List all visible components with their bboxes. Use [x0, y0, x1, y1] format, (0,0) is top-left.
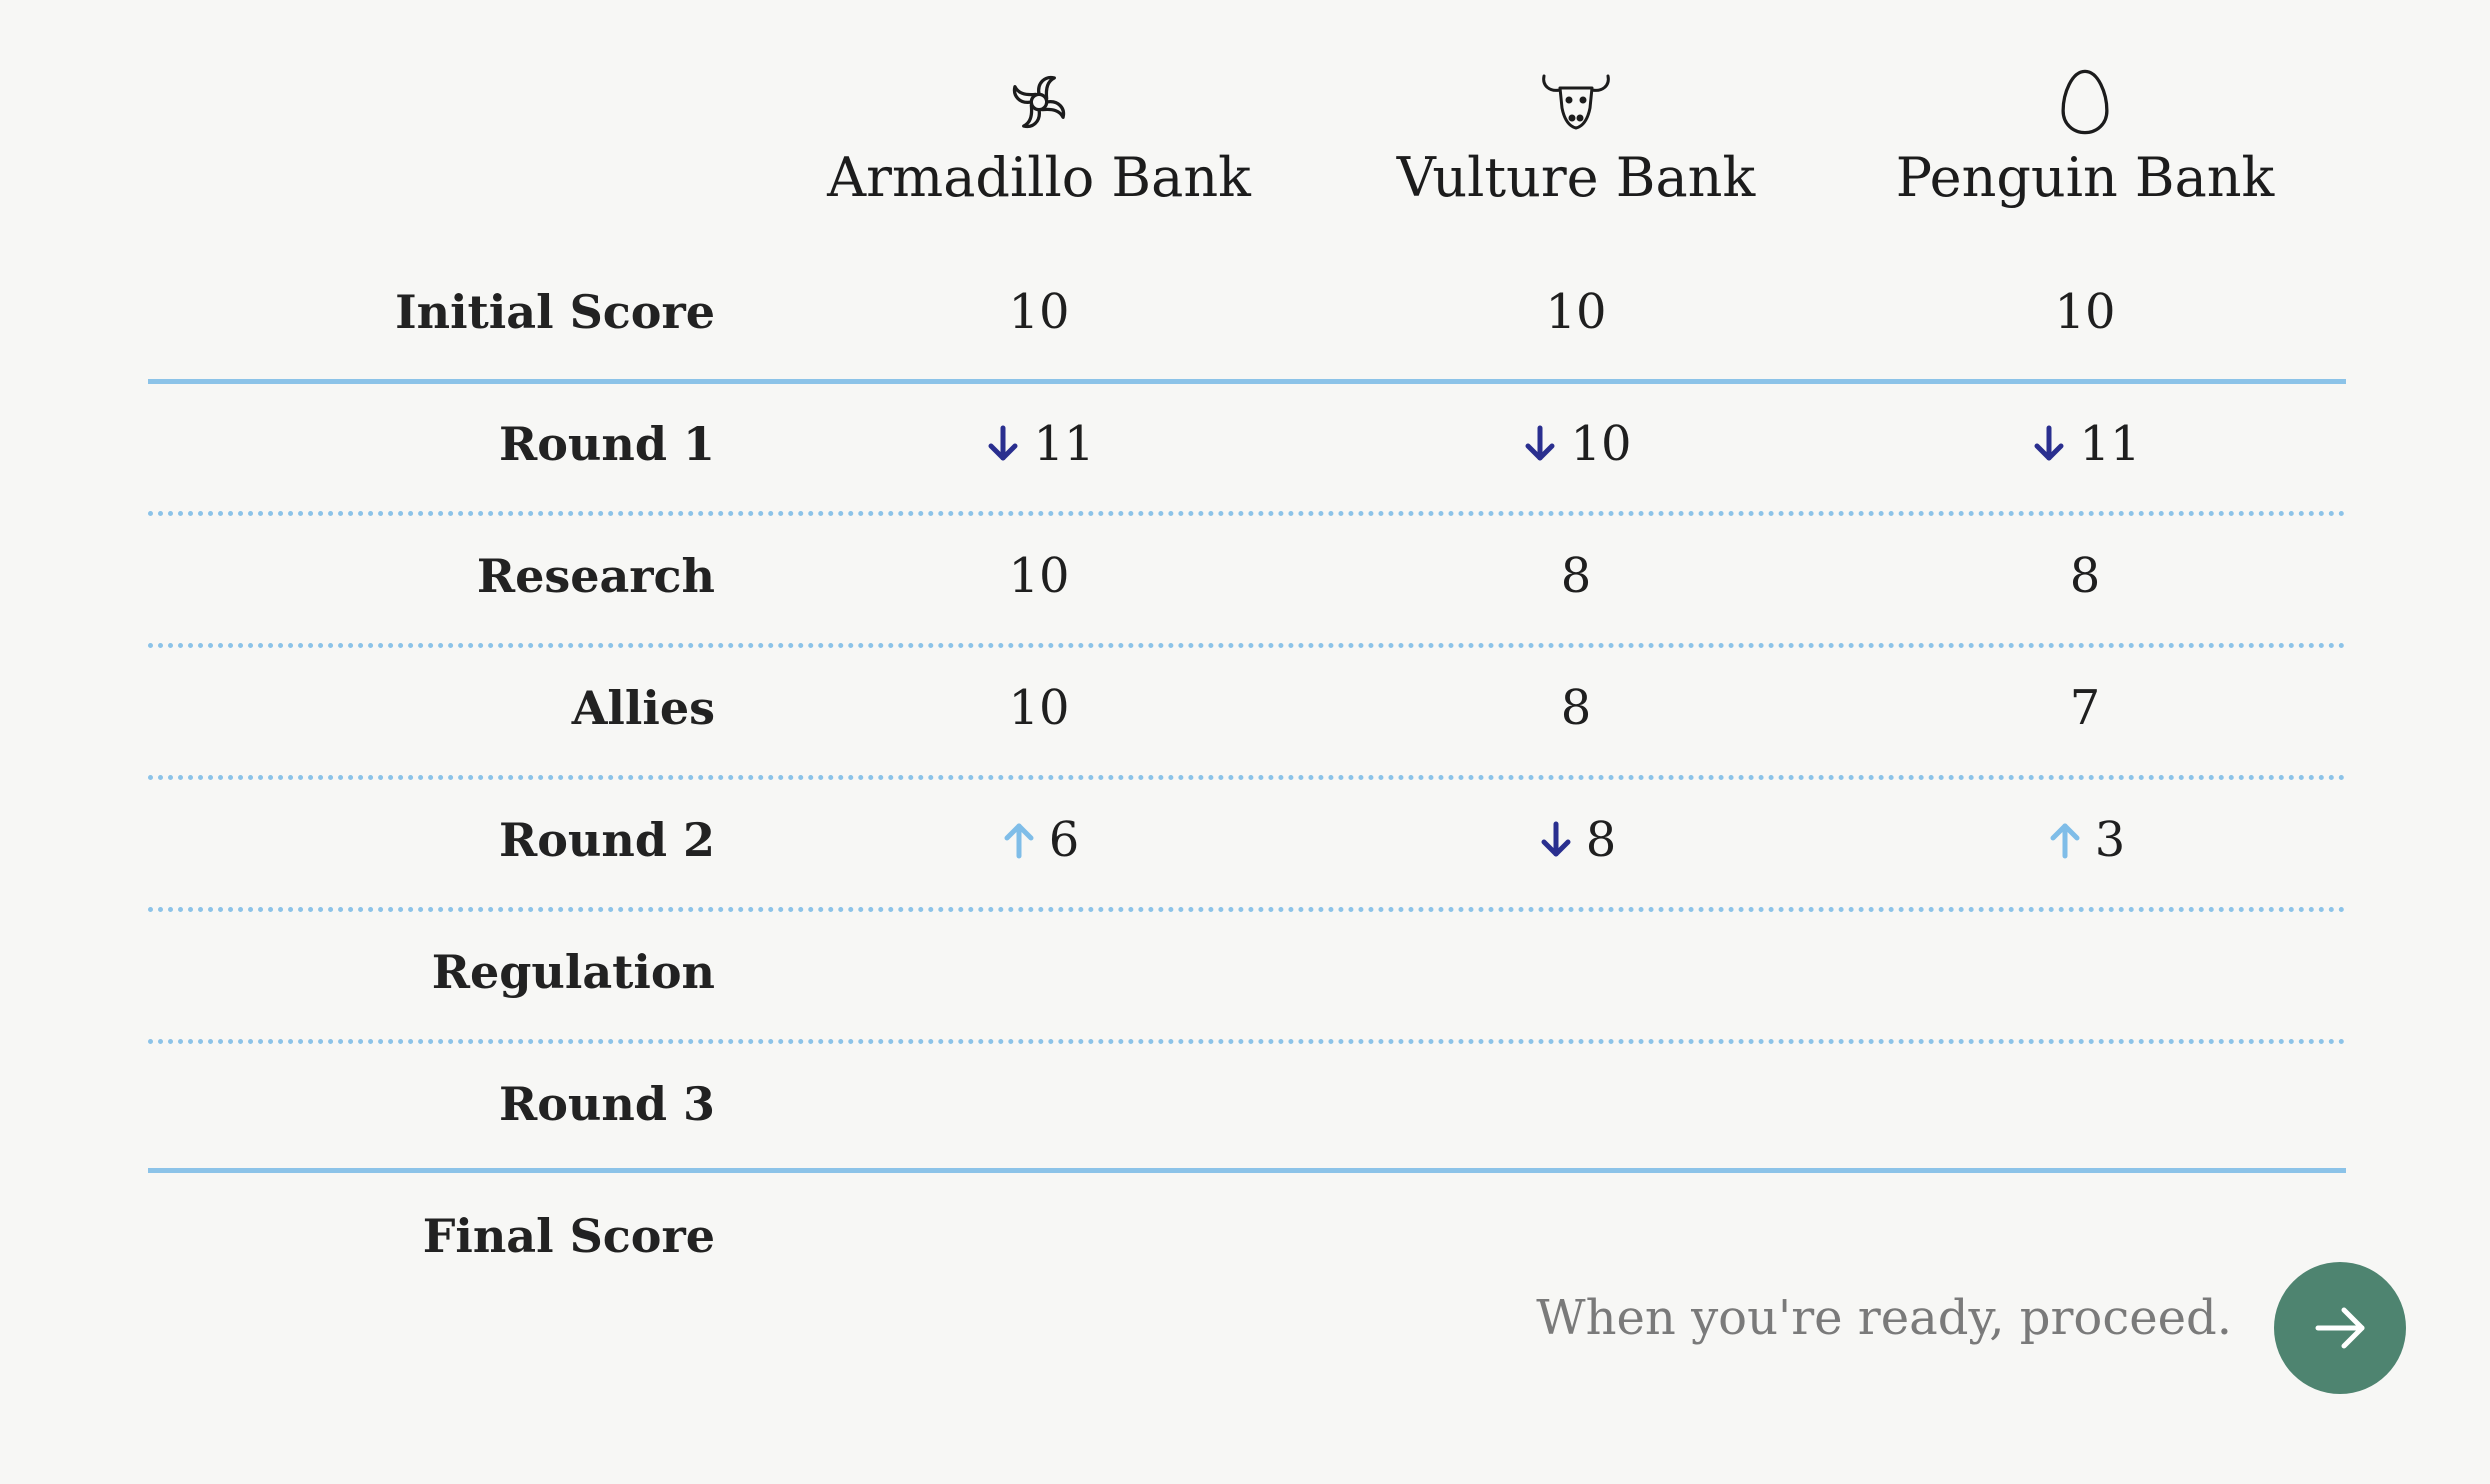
divider-dotted [148, 643, 2346, 648]
row-label: Research [476, 549, 715, 603]
arrow-down-icon [1536, 820, 1576, 860]
arrow-down-icon [1520, 424, 1560, 464]
score-value: 10 [1008, 284, 1070, 340]
score-cell-armadillo-bank: 10 [799, 642, 1279, 774]
score-cell-armadillo-bank [799, 906, 1279, 1038]
score-cell-vulture-bank: 10 [1336, 246, 1816, 378]
score-value: 11 [2079, 416, 2141, 472]
score-cell-armadillo-bank: 11 [799, 378, 1279, 510]
score-value: 8 [1585, 812, 1617, 868]
score-value: 10 [1545, 284, 1607, 340]
score-cell-armadillo-bank: 10 [799, 246, 1279, 378]
score-cell-penguin-bank: 10 [1845, 246, 2325, 378]
divider-dotted [148, 775, 2346, 780]
score-cell-armadillo-bank [799, 1170, 1279, 1302]
shell-spiral-icon [799, 62, 1279, 142]
score-value: 7 [2069, 680, 2101, 736]
egg-icon [1845, 62, 2325, 142]
score-value: 3 [2094, 812, 2126, 868]
score-cell-vulture-bank: 8 [1336, 774, 1816, 906]
table-row-allies: Allies 10 8 7 [0, 642, 2490, 774]
score-value: 10 [2054, 284, 2116, 340]
divider-solid [148, 1168, 2346, 1173]
score-value: 10 [1008, 548, 1070, 604]
row-label: Final Score [422, 1209, 715, 1263]
arrow-down-icon [2029, 424, 2069, 464]
row-label: Round 3 [499, 1077, 715, 1131]
table-row-round-3: Round 3 [0, 1038, 2490, 1170]
bank-header-penguin: Penguin Bank [1845, 62, 2325, 210]
bank-name: Vulture Bank [1396, 146, 1756, 209]
table-row-research: Research 10 8 8 [0, 510, 2490, 642]
divider-dotted [148, 1039, 2346, 1044]
score-cell-penguin-bank: 11 [1845, 378, 2325, 510]
score-cell-vulture-bank [1336, 1038, 1816, 1170]
score-cell-penguin-bank: 3 [1845, 774, 2325, 906]
proceed-button[interactable] [2274, 1262, 2406, 1394]
table-row-round-2: Round 2 6 8 3 [0, 774, 2490, 906]
row-label: Initial Score [395, 285, 715, 339]
row-label: Round 2 [499, 813, 715, 867]
score-cell-penguin-bank: 7 [1845, 642, 2325, 774]
score-cell-penguin-bank: 8 [1845, 510, 2325, 642]
bank-header-vulture: Vulture Bank [1336, 62, 1816, 210]
score-cell-vulture-bank: 8 [1336, 510, 1816, 642]
score-value: 8 [1560, 548, 1592, 604]
bank-name: Penguin Bank [1895, 146, 2275, 209]
divider-solid [148, 379, 2346, 384]
bank-header-armadillo: Armadillo Bank [799, 62, 1279, 210]
row-label: Regulation [431, 945, 715, 999]
bull-head-icon [1336, 62, 1816, 142]
score-cell-armadillo-bank [799, 1038, 1279, 1170]
score-value: 11 [1033, 416, 1095, 472]
score-value: 8 [2069, 548, 2101, 604]
score-cell-penguin-bank [1845, 1170, 2325, 1302]
score-value: 10 [1570, 416, 1632, 472]
divider-dotted [148, 907, 2346, 912]
table-row-initial-score: Initial Score 10 10 10 [0, 246, 2490, 378]
table-row-regulation: Regulation [0, 906, 2490, 1038]
score-cell-vulture-bank [1336, 1170, 1816, 1302]
score-cell-penguin-bank [1845, 1038, 2325, 1170]
row-label: Round 1 [499, 417, 715, 471]
score-value: 6 [1048, 812, 1080, 868]
arrow-up-icon [2045, 820, 2085, 860]
score-cell-vulture-bank: 10 [1336, 378, 1816, 510]
arrow-up-icon [999, 820, 1039, 860]
score-cell-penguin-bank [1845, 906, 2325, 1038]
arrow-down-icon [983, 424, 1023, 464]
score-cell-vulture-bank: 8 [1336, 642, 1816, 774]
row-label: Allies [571, 681, 715, 735]
score-cell-armadillo-bank: 10 [799, 510, 1279, 642]
table-row-final-score: Final Score [0, 1170, 2490, 1302]
score-value: 10 [1008, 680, 1070, 736]
divider-dotted [148, 511, 2346, 516]
score-cell-armadillo-bank: 6 [799, 774, 1279, 906]
table-row-round-1: Round 1 11 10 11 [0, 378, 2490, 510]
proceed-prompt: When you're ready, proceed. [1536, 1290, 2232, 1346]
bank-name: Armadillo Bank [827, 146, 1251, 209]
score-cell-vulture-bank [1336, 906, 1816, 1038]
arrow-right-icon [2310, 1298, 2370, 1358]
score-value: 8 [1560, 680, 1592, 736]
